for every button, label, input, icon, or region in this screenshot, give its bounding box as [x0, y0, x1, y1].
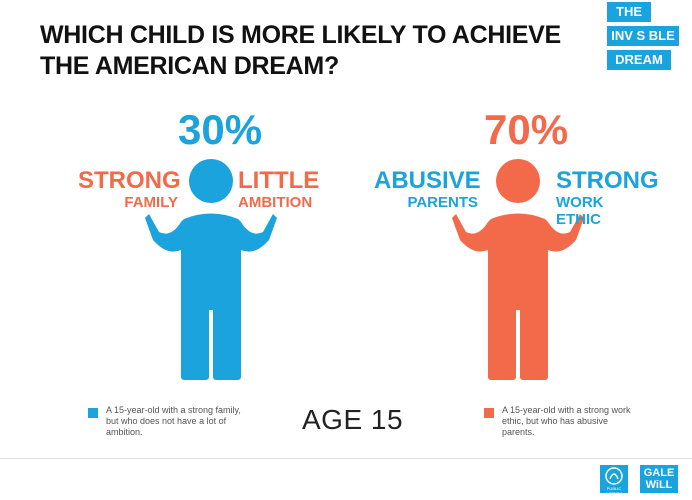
label-abusive-parents: ABUSIVE PARENTS	[374, 167, 481, 212]
label-strong-family: STRONG FAMILY	[78, 167, 181, 212]
label-work-ethic: WORK ETHIC	[556, 194, 604, 228]
legend-swatch-left	[88, 408, 98, 418]
figure-right-left-leg	[488, 300, 516, 380]
label-ambition: AMBITION	[238, 194, 313, 211]
label-family: FAMILY	[124, 194, 178, 211]
legend-text-left: A 15-year-old with a strong family, but …	[106, 405, 241, 437]
figure-right-right-leg	[520, 300, 548, 380]
value-label-right: 70%	[484, 106, 569, 153]
label-little-ambition: LITTLE AMBITION	[238, 167, 320, 212]
label-abusive: ABUSIVE	[374, 167, 481, 194]
public-agenda-text: PUBLIC AGENDA	[605, 486, 623, 496]
figure-right-head	[496, 159, 540, 203]
age-label: AGE 15	[302, 404, 404, 435]
figure-left-right-arm	[241, 214, 277, 252]
footer-divider	[0, 458, 692, 459]
label-strong-2: STRONG	[556, 167, 659, 194]
figure-right-left-arm	[452, 214, 488, 252]
figure-left-left-arm	[145, 214, 181, 252]
legend-text-right: A 15-year-old with a strong work ethic, …	[502, 405, 631, 437]
label-parents: PARENTS	[407, 194, 478, 211]
logo-line-3: DREAM	[607, 50, 671, 70]
public-agenda-icon	[605, 467, 623, 485]
public-agenda-logo: PUBLIC AGENDA	[600, 465, 628, 496]
figure-right-torso	[488, 213, 548, 310]
logo-line-1: THE	[607, 2, 651, 22]
figure-left-torso	[181, 213, 241, 310]
value-label-left: 30%	[178, 106, 263, 153]
invisible-dream-logo: THE INV S BLE DREAM	[607, 0, 679, 74]
figure-left-left-leg	[181, 300, 209, 380]
label-strong-work-ethic: STRONG WORK ETHIC	[556, 167, 659, 229]
child-figure-left	[145, 159, 277, 380]
figure-left-head	[189, 159, 233, 203]
logo-line-2: INV S BLE	[607, 26, 679, 46]
child-figure-right	[452, 159, 584, 380]
legend-swatch-right	[484, 408, 494, 418]
label-little: LITTLE	[238, 167, 320, 194]
chart-title: WHICH CHILD IS MORE LIKELY TO ACHIEVE TH…	[40, 21, 561, 80]
label-strong: STRONG	[78, 167, 181, 194]
figure-right-right-arm	[548, 214, 584, 252]
gale-will-logo: GALE WiLL	[640, 465, 678, 493]
figure-left-right-leg	[213, 300, 241, 380]
